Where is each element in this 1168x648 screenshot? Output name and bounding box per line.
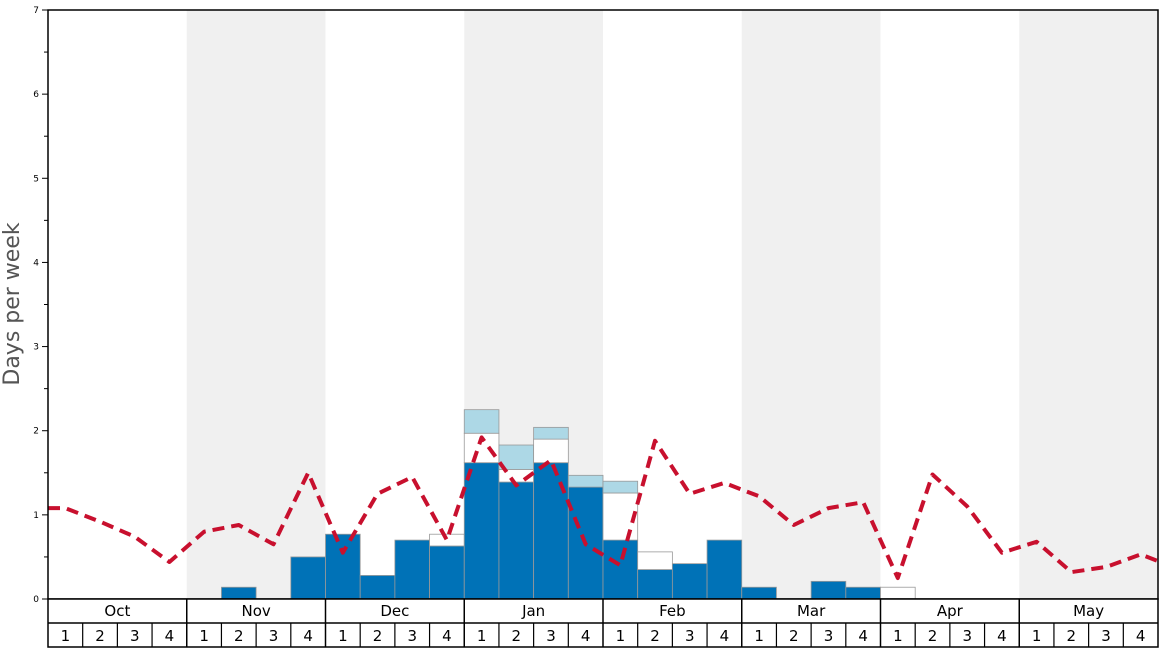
bar-main-21 <box>741 586 777 600</box>
week-label: 1 <box>616 627 626 645</box>
month-label-nov: Nov <box>241 602 270 620</box>
month-label-apr: Apr <box>937 602 964 620</box>
week-label: 4 <box>858 627 868 645</box>
bar-main-10 <box>359 575 396 600</box>
bar-main-15 <box>533 462 569 600</box>
bar-main-18 <box>637 569 673 600</box>
week-label: 3 <box>685 627 695 645</box>
month-label-feb: Feb <box>659 602 686 620</box>
bar-main-13 <box>463 462 500 600</box>
week-label: 1 <box>338 627 348 645</box>
week-label: 4 <box>581 627 591 645</box>
bar-top-14 <box>498 444 535 470</box>
bars <box>221 409 916 600</box>
month-label-jan: Jan <box>521 602 545 620</box>
week-label: 3 <box>962 627 972 645</box>
week-label: 3 <box>824 627 834 645</box>
bar-top-13 <box>463 409 500 434</box>
week-label: 3 <box>546 627 556 645</box>
bar-main-12 <box>429 545 465 600</box>
week-label: 4 <box>442 627 452 645</box>
month-band-may <box>1019 10 1158 599</box>
week-label: 2 <box>789 627 799 645</box>
week-label: 2 <box>373 627 383 645</box>
month-label-oct: Oct <box>104 602 130 620</box>
axes: 0 1 2 3 4 5 6 7 Oct 1 2 3 4 Nov 1 2 3 4 Dec 1 2 3 4 Jan 1 2 3 4 Feb 1… <box>33 6 1159 648</box>
bar-mid-15 <box>533 438 569 464</box>
average-line-path <box>48 435 1159 580</box>
week-label: 4 <box>997 627 1007 645</box>
week-label: 1 <box>754 627 764 645</box>
bar-main-14 <box>498 481 535 600</box>
bar-main-23 <box>810 580 847 600</box>
bar-main-9 <box>325 533 361 600</box>
week-label: 2 <box>95 627 105 645</box>
bar-main-24 <box>845 586 881 600</box>
bar-main-20 <box>706 539 743 600</box>
bar-main-17 <box>602 539 639 600</box>
week-label: 4 <box>165 627 175 645</box>
week-label: 1 <box>893 627 903 645</box>
bar-top-15 <box>533 426 569 440</box>
average-line <box>48 435 1159 580</box>
week-label: 2 <box>234 627 244 645</box>
y-tick-label: 1 <box>33 511 39 521</box>
week-label: 1 <box>199 627 209 645</box>
bar-top-16 <box>567 474 604 488</box>
week-label: 2 <box>928 627 938 645</box>
bar-mid-18 <box>637 551 673 570</box>
bar-top-17 <box>602 480 639 494</box>
y-tick-label: 0 <box>33 595 39 605</box>
week-label: 2 <box>650 627 660 645</box>
week-label: 1 <box>61 627 71 645</box>
bar-main-11 <box>394 539 430 600</box>
week-label: 3 <box>407 627 417 645</box>
bar-main-6 <box>221 586 257 600</box>
week-label: 4 <box>303 627 313 645</box>
week-label: 1 <box>477 627 487 645</box>
month-band-mar <box>741 10 881 599</box>
week-label: 2 <box>1067 627 1077 645</box>
month-label-dec: Dec <box>380 602 409 620</box>
month-band-nov <box>186 10 326 599</box>
y-tick-label: 3 <box>33 343 39 353</box>
week-label: 2 <box>512 627 522 645</box>
y-tick-label: 5 <box>33 174 39 184</box>
y-tick-label: 4 <box>33 258 39 268</box>
bar-main-19 <box>671 563 708 600</box>
y-tick-label: 6 <box>33 90 39 100</box>
month-label-mar: Mar <box>797 602 826 620</box>
week-label: 4 <box>720 627 730 645</box>
y-tick-label: 7 <box>33 6 39 16</box>
month-label-may: May <box>1073 602 1104 620</box>
week-label: 4 <box>1136 627 1146 645</box>
week-label: 3 <box>1101 627 1111 645</box>
y-axis-label: Days per week <box>0 222 25 385</box>
week-label: 3 <box>130 627 140 645</box>
bar-mid-25 <box>880 586 916 600</box>
bar-main-8 <box>290 556 326 600</box>
week-label: 1 <box>1032 627 1042 645</box>
y-tick-label: 2 <box>33 427 39 437</box>
week-label: 3 <box>269 627 279 645</box>
month-bands <box>186 10 1158 599</box>
